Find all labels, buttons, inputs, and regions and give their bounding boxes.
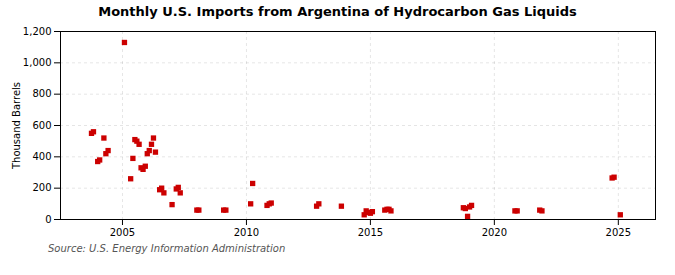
svg-text:1,200: 1,200 [23, 26, 52, 37]
svg-text:0: 0 [45, 214, 51, 225]
svg-text:400: 400 [32, 151, 51, 162]
svg-text:Thousand Barrels: Thousand Barrels [11, 82, 22, 170]
svg-text:2010: 2010 [234, 227, 259, 238]
svg-text:2015: 2015 [358, 227, 383, 238]
svg-text:2005: 2005 [110, 227, 135, 238]
svg-text:800: 800 [32, 88, 51, 99]
svg-text:200: 200 [32, 182, 51, 193]
svg-text:1,000: 1,000 [23, 57, 52, 68]
svg-text:600: 600 [32, 120, 51, 131]
html-text:Source: U.S. Energy Informatio: Source: U.S. Energy Information Administ… [48, 243, 286, 254]
html-text:Monthly U.S. Imports from Arge: Monthly U.S. Imports from Argentina of H… [98, 4, 577, 19]
svg-text:2020: 2020 [482, 227, 507, 238]
svg-text:2025: 2025 [606, 227, 631, 238]
